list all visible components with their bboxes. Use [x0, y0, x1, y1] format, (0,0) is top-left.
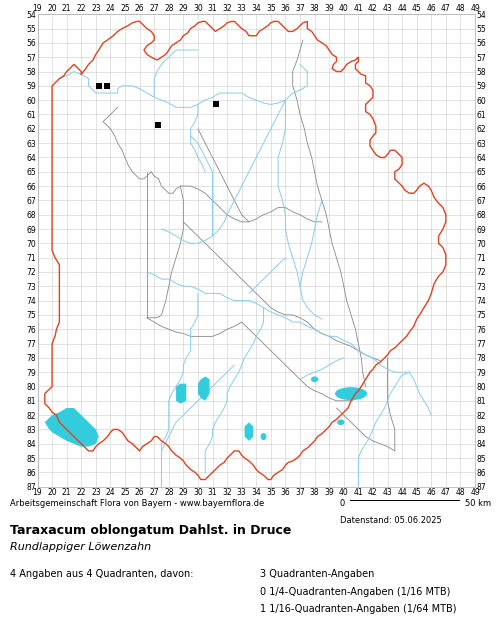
Ellipse shape	[335, 388, 367, 400]
Text: Datenstand: 05.06.2025: Datenstand: 05.06.2025	[340, 516, 442, 526]
Polygon shape	[45, 408, 99, 446]
Text: 0 1/4-Quadranten-Angaben (1/16 MTB): 0 1/4-Quadranten-Angaben (1/16 MTB)	[260, 587, 450, 596]
Ellipse shape	[260, 433, 266, 440]
Text: 4 Angaben aus 4 Quadranten, davon:: 4 Angaben aus 4 Quadranten, davon:	[10, 569, 194, 579]
Text: 1 1/16-Quadranten-Angaben (1/64 MTB): 1 1/16-Quadranten-Angaben (1/64 MTB)	[260, 604, 456, 614]
Text: 0: 0	[340, 499, 345, 508]
Text: 3 Quadranten-Angaben: 3 Quadranten-Angaben	[260, 569, 374, 579]
Ellipse shape	[311, 376, 318, 382]
Text: Arbeitsgemeinschaft Flora von Bayern - www.bayernflora.de: Arbeitsgemeinschaft Flora von Bayern - w…	[10, 499, 264, 508]
Text: Taraxacum oblongatum Dahlst. in Druce: Taraxacum oblongatum Dahlst. in Druce	[10, 524, 292, 537]
Polygon shape	[176, 384, 186, 404]
Ellipse shape	[337, 419, 344, 425]
Text: 50 km: 50 km	[465, 499, 491, 508]
Text: Rundlappiger Löwenzahn: Rundlappiger Löwenzahn	[10, 542, 151, 552]
Polygon shape	[244, 422, 254, 441]
Polygon shape	[198, 376, 209, 401]
